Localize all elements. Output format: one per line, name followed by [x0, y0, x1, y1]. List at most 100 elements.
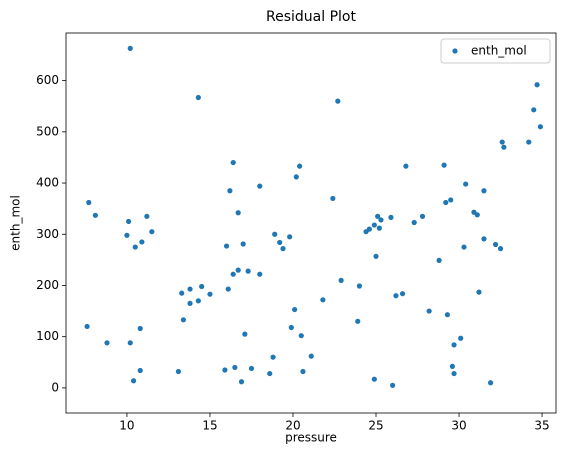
- point: [371, 222, 377, 228]
- point: [444, 312, 451, 318]
- point: [451, 342, 457, 348]
- point: [487, 380, 494, 386]
- point: [448, 197, 454, 203]
- chart-title: Residual Plot: [266, 9, 356, 25]
- point: [371, 376, 377, 382]
- point: [124, 232, 130, 238]
- point: [378, 217, 384, 223]
- point: [127, 340, 133, 346]
- point: [130, 378, 137, 384]
- point: [355, 318, 361, 324]
- point: [195, 94, 201, 101]
- point: [287, 234, 293, 240]
- point: [526, 139, 532, 145]
- point: [180, 317, 186, 323]
- point: [149, 229, 155, 235]
- point: [230, 159, 236, 166]
- point: [458, 335, 464, 341]
- point: [293, 174, 299, 180]
- point: [222, 367, 228, 373]
- point: [240, 241, 246, 247]
- point: [84, 323, 90, 330]
- y-tick-label: 0: [51, 380, 59, 394]
- point: [187, 300, 193, 307]
- point: [292, 306, 298, 313]
- point: [257, 271, 263, 277]
- point: [257, 183, 263, 189]
- point: [461, 244, 467, 250]
- y-tick-label: 200: [36, 278, 59, 292]
- point: [390, 382, 396, 388]
- point: [411, 219, 417, 226]
- point: [280, 246, 286, 252]
- point: [297, 163, 303, 169]
- point: [227, 188, 233, 194]
- legend-marker: [452, 48, 458, 54]
- point: [537, 124, 543, 130]
- point: [451, 370, 457, 377]
- point: [272, 231, 278, 237]
- point: [104, 340, 110, 346]
- point: [267, 370, 273, 377]
- point: [86, 199, 92, 206]
- point: [373, 253, 379, 259]
- point: [144, 213, 150, 219]
- point: [338, 277, 344, 283]
- point: [499, 139, 505, 145]
- point: [242, 331, 248, 337]
- x-tick-label: 15: [202, 419, 217, 433]
- point: [195, 298, 201, 304]
- point: [137, 325, 143, 332]
- y-tick-label: 500: [36, 124, 59, 138]
- point: [403, 163, 409, 169]
- point: [366, 226, 372, 232]
- point: [501, 144, 507, 150]
- point: [235, 210, 241, 216]
- x-tick-label: 20: [285, 419, 300, 433]
- point: [225, 286, 231, 292]
- point: [375, 213, 381, 219]
- point: [232, 364, 238, 371]
- point: [443, 199, 449, 206]
- point: [335, 98, 341, 104]
- point: [476, 289, 482, 295]
- point: [245, 268, 251, 274]
- y-tick-label: 100: [36, 329, 59, 343]
- point: [308, 353, 314, 359]
- point: [481, 236, 487, 242]
- x-tick-label: 10: [119, 419, 134, 433]
- point: [534, 82, 540, 88]
- legend-box: [440, 38, 551, 64]
- point: [288, 324, 294, 331]
- point: [300, 368, 306, 375]
- point: [426, 308, 432, 314]
- point: [320, 297, 326, 303]
- point: [132, 244, 138, 250]
- point: [481, 188, 487, 194]
- point: [388, 214, 394, 220]
- legend-label: enth_mol: [471, 44, 527, 58]
- point: [270, 354, 276, 360]
- point: [492, 241, 499, 248]
- point: [235, 267, 241, 273]
- point: [248, 365, 255, 372]
- point: [419, 213, 426, 219]
- y-axis-label: enth_mol: [9, 195, 23, 251]
- point: [376, 225, 382, 231]
- point: [441, 162, 447, 168]
- point: [127, 45, 133, 51]
- point: [298, 333, 304, 339]
- point: [497, 246, 504, 252]
- point: [449, 363, 455, 369]
- point: [393, 293, 399, 299]
- point: [463, 181, 469, 187]
- point: [223, 243, 230, 249]
- point: [474, 212, 480, 218]
- point: [179, 290, 185, 296]
- x-tick-label: 30: [451, 419, 466, 433]
- plot-frame: [65, 32, 557, 414]
- point: [238, 379, 245, 385]
- point: [125, 218, 132, 225]
